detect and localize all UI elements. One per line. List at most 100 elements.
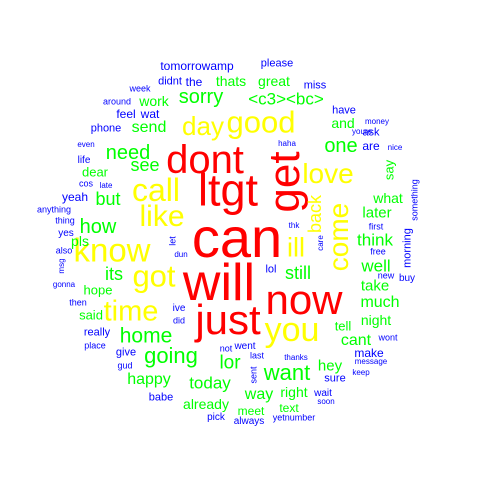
word: first — [368, 221, 384, 232]
word: right — [280, 384, 308, 400]
word: thats — [215, 73, 247, 89]
word: love — [302, 158, 354, 189]
word: phone — [90, 122, 122, 135]
word: babe — [148, 391, 174, 404]
word: also — [55, 245, 73, 256]
word: life — [77, 155, 91, 166]
word: new — [377, 270, 395, 281]
word: wat — [140, 107, 160, 121]
word: can — [191, 206, 283, 269]
word: you — [264, 311, 320, 349]
word: night — [360, 312, 392, 328]
word: sure — [324, 372, 346, 385]
word: get — [260, 151, 309, 213]
word: didnt — [158, 75, 182, 88]
word: lol — [265, 263, 277, 276]
word: dun — [174, 250, 188, 259]
word: its — [105, 264, 123, 284]
word: not — [219, 343, 233, 354]
word: hope — [83, 282, 113, 298]
word: did — [172, 315, 186, 326]
word: much — [360, 294, 400, 311]
word: ltgt — [197, 164, 259, 216]
word: even — [77, 140, 95, 149]
word: call — [131, 172, 181, 208]
word: feel — [116, 107, 136, 121]
word: work — [139, 93, 169, 109]
word: dont — [166, 138, 244, 182]
word: thk — [288, 221, 300, 230]
word: wait — [314, 388, 332, 399]
word: still — [285, 263, 311, 283]
word: soon — [317, 397, 335, 406]
word: back — [305, 194, 325, 234]
word: morning — [401, 228, 414, 268]
word: miss — [303, 79, 327, 92]
word: know — [73, 231, 151, 269]
word: like — [139, 200, 185, 233]
word: the — [185, 75, 203, 89]
word: day — [182, 111, 224, 141]
word: just — [195, 296, 261, 343]
word: think — [357, 230, 393, 250]
word: and — [331, 115, 355, 131]
word: tell — [334, 318, 352, 334]
word: well — [361, 256, 391, 276]
word: message — [354, 357, 388, 366]
word: last — [249, 350, 265, 361]
word: gonna — [52, 280, 76, 289]
word: dear — [81, 164, 109, 180]
word: ask — [362, 126, 380, 139]
word: later — [362, 204, 392, 222]
word: keep — [352, 368, 370, 377]
word: yeah — [61, 190, 89, 204]
word: wont — [378, 332, 398, 343]
word: now — [265, 276, 343, 323]
word: around — [102, 96, 132, 107]
word: care — [316, 235, 325, 251]
word: time — [103, 295, 159, 328]
word: hey — [317, 357, 343, 375]
word: thanks — [284, 353, 308, 362]
word: got — [132, 258, 176, 294]
word: msg — [57, 258, 66, 274]
word: give — [115, 346, 137, 359]
word: buy — [398, 273, 416, 284]
word: but — [95, 189, 121, 209]
word: are — [362, 139, 380, 153]
word: pick — [207, 412, 225, 423]
word: happy — [127, 371, 171, 388]
word: what — [373, 190, 403, 206]
word: make — [354, 346, 384, 360]
word: free — [370, 246, 386, 257]
word: will — [182, 254, 256, 312]
word: how — [79, 216, 117, 238]
word: something — [409, 179, 420, 221]
word: let — [167, 236, 178, 246]
word: have — [332, 104, 356, 117]
word: week — [129, 83, 151, 94]
word: send — [131, 119, 167, 136]
word: anything — [36, 204, 72, 215]
word: really — [83, 326, 111, 339]
word: take — [360, 277, 390, 295]
word: then — [69, 297, 87, 308]
word: tomorrowamp — [160, 59, 234, 73]
word: place — [84, 340, 106, 351]
word: yetnumber — [272, 412, 316, 423]
word: nice — [387, 143, 403, 152]
word: going — [144, 343, 198, 368]
word: need — [105, 142, 151, 164]
word: ill — [287, 232, 305, 263]
word: great — [258, 73, 290, 89]
word: sent — [248, 366, 259, 384]
word: meet — [237, 404, 265, 418]
word: haha — [278, 139, 296, 148]
word: went — [234, 341, 256, 352]
word: late — [99, 181, 113, 190]
word: pls — [71, 233, 89, 249]
word: please — [260, 57, 294, 70]
word: today — [189, 373, 231, 393]
word: one — [324, 135, 358, 157]
